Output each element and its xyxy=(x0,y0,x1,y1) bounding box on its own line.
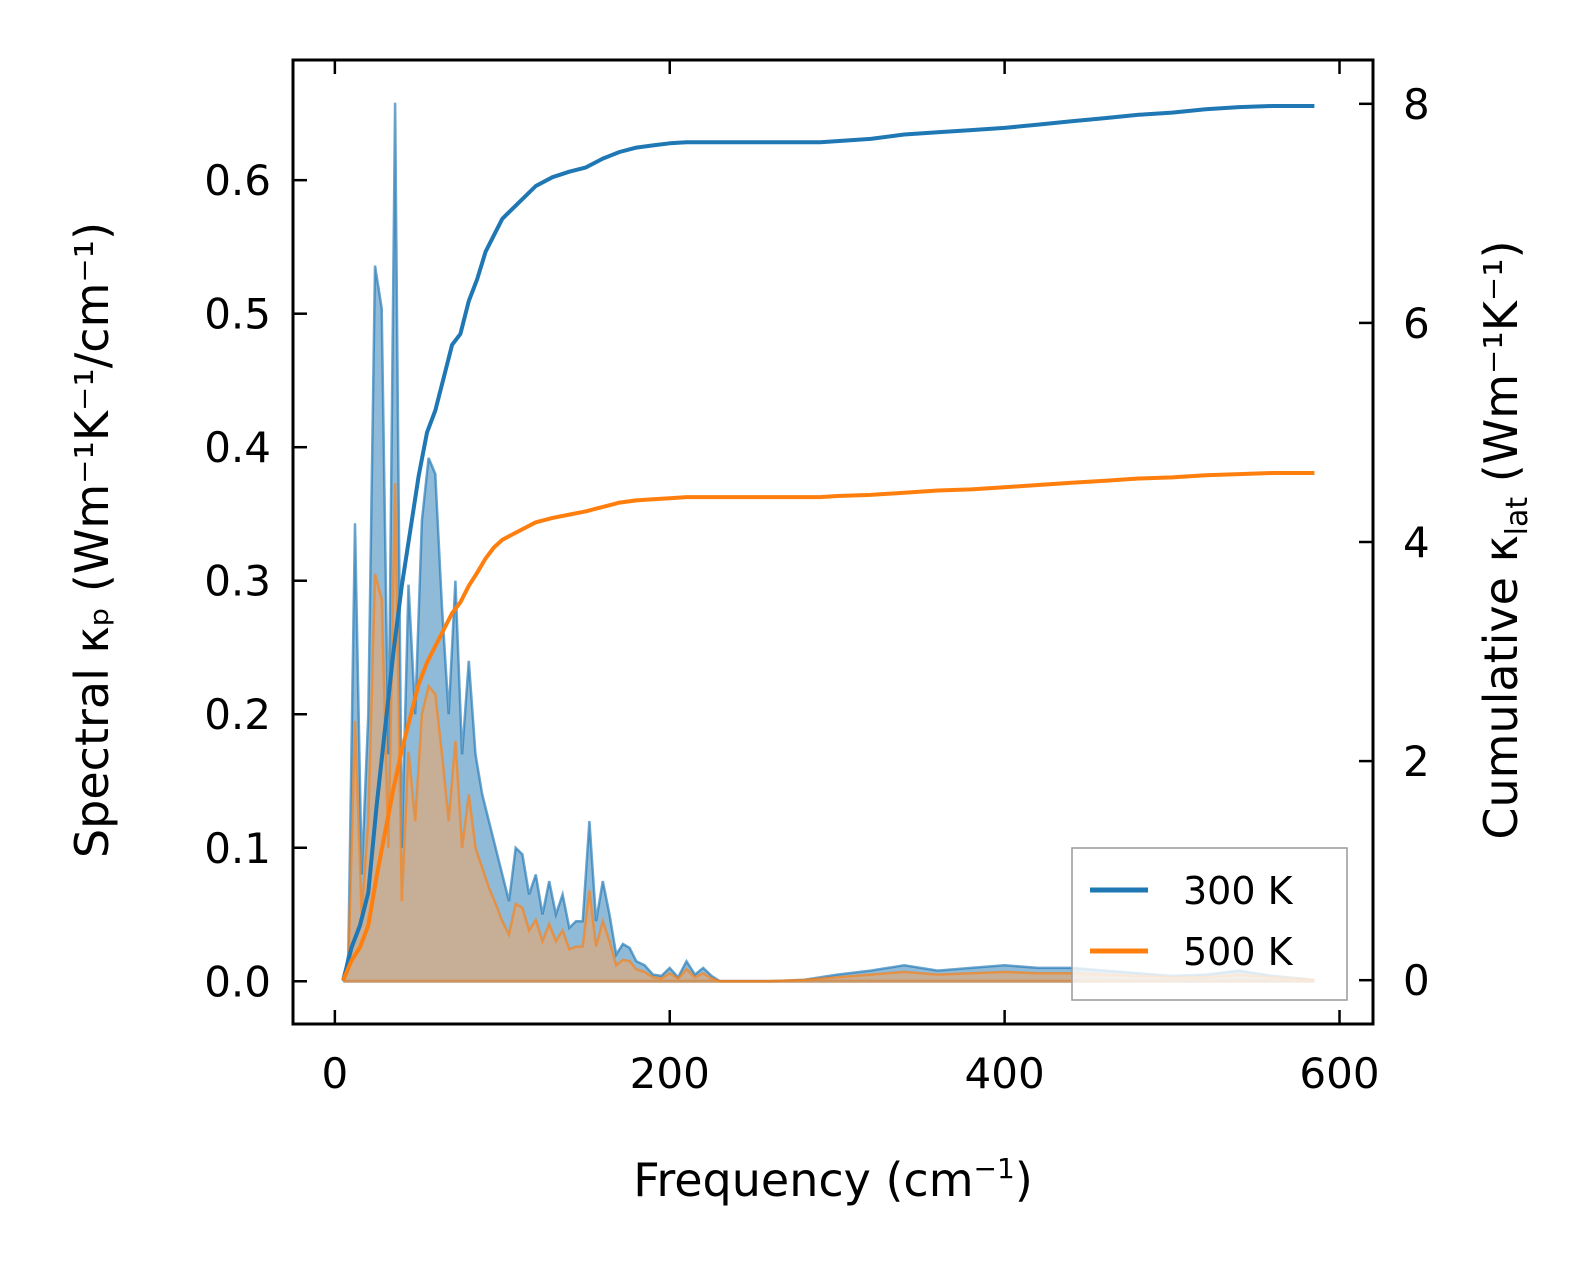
y-right-axis-label-sub: lat xyxy=(1500,497,1535,536)
x-axis-label-main: Frequency (cm xyxy=(633,1153,973,1207)
x-axis-label-end: ) xyxy=(1015,1153,1033,1207)
y-left-tick-label: 0.6 xyxy=(204,156,271,205)
legend-label-500k: 500 K xyxy=(1183,930,1294,974)
y-right-tick-label: 6 xyxy=(1403,299,1430,348)
spectral-line-500k xyxy=(342,483,1315,983)
y-right-tick-label: 8 xyxy=(1403,80,1430,129)
spectral-area-500k xyxy=(343,483,1315,982)
spectral-line-300k xyxy=(341,102,1315,983)
x-axis-label: Frequency (cm−1) xyxy=(633,1152,1033,1207)
x-axis: 0 200 400 600 xyxy=(321,60,1380,1098)
y-left-tick-label: 0.2 xyxy=(204,690,271,739)
x-axis-label-sup: −1 xyxy=(974,1152,1015,1185)
legend-label-300k: 300 K xyxy=(1183,869,1294,913)
y-right-axis: 0 2 4 6 8 xyxy=(1359,80,1430,1005)
y-left-axis-label: Spectral κₚ (Wm⁻¹K⁻¹/cm⁻¹) xyxy=(65,222,119,858)
y-right-axis-label-end: (Wm⁻¹K⁻¹) xyxy=(1474,240,1528,496)
y-right-tick-label: 2 xyxy=(1403,737,1430,786)
x-tick-label: 200 xyxy=(630,1049,710,1098)
x-tick-label: 400 xyxy=(965,1049,1045,1098)
y-right-axis-label: Cumulative κlat (Wm⁻¹K⁻¹) xyxy=(1474,240,1535,839)
cumulative-line-300k xyxy=(341,104,1315,981)
y-right-tick-label: 0 xyxy=(1403,956,1430,1005)
x-tick-label: 600 xyxy=(1299,1049,1379,1098)
y-left-tick-label: 0.1 xyxy=(204,824,271,873)
y-right-axis-label-main: Cumulative κ xyxy=(1474,535,1528,839)
y-left-tick-label: 0.4 xyxy=(204,423,271,472)
cumulative-line-500k xyxy=(341,471,1315,981)
y-left-axis: 0.0 0.1 0.2 0.3 0.4 0.5 0.6 xyxy=(204,156,307,1006)
legend-box xyxy=(1071,847,1348,1001)
y-right-tick-label: 4 xyxy=(1403,518,1430,567)
legend: 300 K 500 K xyxy=(1071,847,1348,1001)
y-left-tick-label: 0.5 xyxy=(204,290,271,339)
y-left-tick-label: 0.0 xyxy=(204,957,271,1006)
x-tick-label: 0 xyxy=(321,1049,348,1098)
y-left-tick-label: 0.3 xyxy=(204,557,271,606)
